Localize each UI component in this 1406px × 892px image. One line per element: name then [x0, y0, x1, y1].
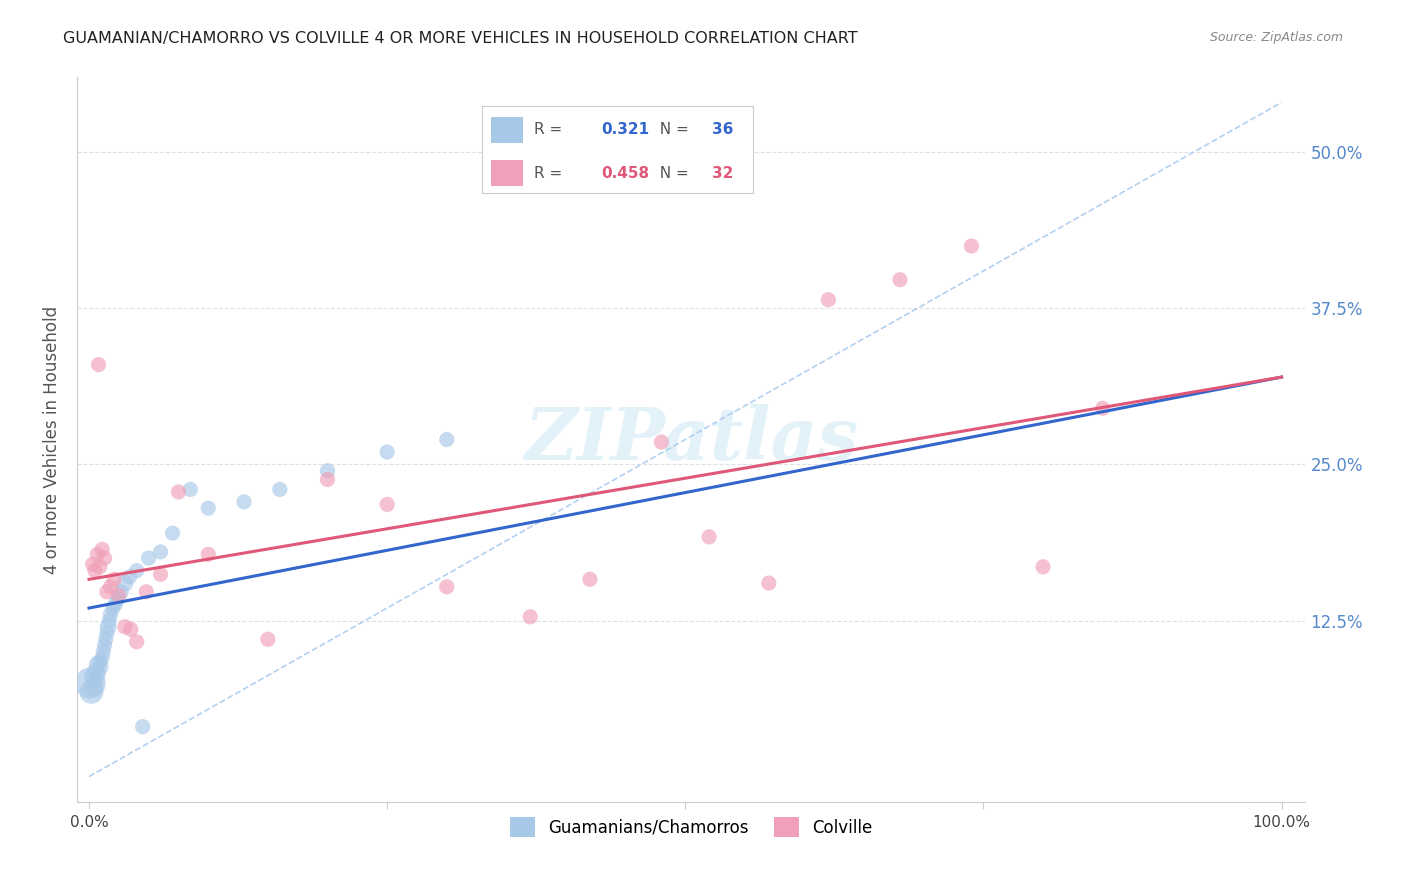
- Point: [103, 572, 125, 586]
- Point: [114, 576, 136, 591]
- Point: [80, 684, 103, 698]
- Text: ZIPatlas: ZIPatlas: [524, 404, 858, 475]
- Point: [149, 545, 172, 559]
- Point: [197, 501, 219, 516]
- Point: [93, 639, 115, 653]
- Text: Source: ZipAtlas.com: Source: ZipAtlas.com: [1209, 31, 1343, 45]
- Point: [179, 483, 201, 497]
- Point: [817, 293, 839, 307]
- Point: [97, 620, 120, 634]
- Point: [1032, 559, 1054, 574]
- Point: [197, 547, 219, 561]
- Point: [98, 614, 121, 628]
- Point: [89, 559, 111, 574]
- Point: [125, 634, 148, 648]
- Point: [90, 659, 112, 673]
- Point: [104, 597, 127, 611]
- Point: [82, 558, 104, 572]
- Point: [118, 570, 141, 584]
- Point: [519, 609, 541, 624]
- Y-axis label: 4 or more Vehicles in Household: 4 or more Vehicles in Household: [44, 305, 60, 574]
- Point: [82, 670, 104, 684]
- Point: [131, 720, 153, 734]
- Point: [114, 620, 136, 634]
- Point: [960, 239, 983, 253]
- Point: [84, 664, 107, 678]
- Point: [316, 464, 339, 478]
- Point: [436, 580, 458, 594]
- Text: GUAMANIAN/CHAMORRO VS COLVILLE 4 OR MORE VEHICLES IN HOUSEHOLD CORRELATION CHART: GUAMANIAN/CHAMORRO VS COLVILLE 4 OR MORE…: [63, 31, 858, 46]
- Point: [138, 551, 160, 566]
- Point: [375, 498, 398, 512]
- Point: [758, 576, 780, 591]
- Point: [697, 530, 720, 544]
- Point: [650, 435, 672, 450]
- Point: [889, 273, 911, 287]
- Point: [96, 626, 118, 640]
- Point: [162, 526, 184, 541]
- Point: [135, 584, 157, 599]
- Point: [436, 433, 458, 447]
- Point: [86, 657, 108, 672]
- Point: [91, 542, 114, 557]
- Point: [87, 358, 110, 372]
- Point: [110, 584, 132, 599]
- Point: [108, 589, 131, 603]
- Point: [89, 655, 111, 669]
- Legend: Guamanians/Chamorros, Colville: Guamanians/Chamorros, Colville: [503, 810, 879, 844]
- Point: [120, 622, 142, 636]
- Point: [375, 445, 398, 459]
- Point: [101, 601, 124, 615]
- Point: [257, 632, 280, 647]
- Point: [149, 567, 172, 582]
- Point: [167, 485, 190, 500]
- Point: [93, 551, 115, 566]
- Point: [579, 572, 602, 586]
- Point: [91, 645, 114, 659]
- Point: [79, 676, 101, 690]
- Point: [125, 564, 148, 578]
- Point: [91, 651, 114, 665]
- Point: [107, 592, 129, 607]
- Point: [84, 564, 107, 578]
- Point: [94, 632, 117, 647]
- Point: [84, 672, 107, 686]
- Point: [96, 584, 118, 599]
- Point: [233, 495, 256, 509]
- Point: [100, 607, 122, 622]
- Point: [269, 483, 291, 497]
- Point: [100, 580, 122, 594]
- Point: [83, 680, 105, 694]
- Point: [316, 473, 339, 487]
- Point: [87, 665, 110, 680]
- Point: [1091, 401, 1114, 416]
- Point: [86, 547, 108, 561]
